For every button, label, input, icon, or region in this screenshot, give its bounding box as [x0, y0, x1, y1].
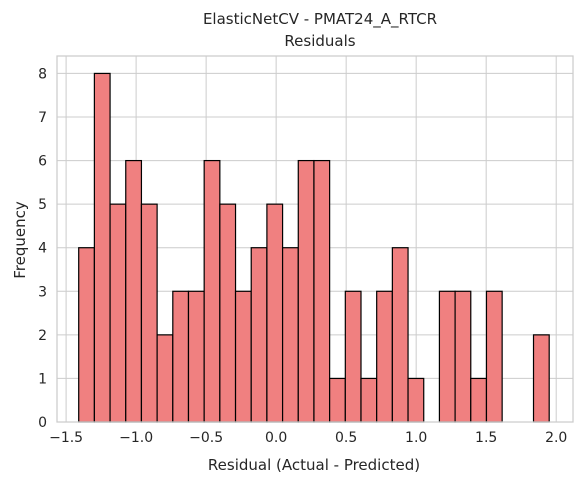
- histogram-bar: [172, 290, 190, 423]
- y-tick-label: 1: [38, 371, 47, 387]
- histogram-bar: [407, 377, 425, 423]
- histogram-bar: [470, 377, 488, 423]
- x-tick-label: −0.5: [189, 430, 223, 446]
- histogram-bar: [297, 159, 315, 423]
- y-tick-label: 3: [38, 284, 47, 300]
- x-tick-label: −1.0: [119, 430, 153, 446]
- histogram-bar: [438, 290, 456, 423]
- x-tick-label: 2.0: [545, 430, 567, 446]
- y-tick-label: 6: [38, 154, 47, 170]
- x-tick-labels: −1.5 −1.0 −0.5 0.0 0.5 1.0 1.5 2.0: [49, 430, 567, 446]
- histogram-bar: [156, 334, 174, 423]
- histogram-bar: [140, 203, 158, 423]
- histogram-bar: [313, 159, 331, 423]
- chart-subtitle: Residuals: [284, 32, 355, 50]
- x-tick-label: 0.5: [335, 430, 357, 446]
- histogram-bar: [329, 377, 346, 423]
- histogram-bar: [250, 247, 268, 423]
- histogram-bar: [78, 247, 95, 423]
- histogram-bar: [219, 203, 237, 423]
- y-tick-label: 7: [38, 110, 47, 126]
- histogram-bar: [485, 290, 503, 423]
- histogram-bar: [266, 203, 284, 423]
- x-axis-label: Residual (Actual - Predicted): [208, 456, 420, 474]
- histogram-bar: [281, 247, 299, 423]
- histogram-bar: [391, 247, 409, 423]
- histogram-bar: [93, 72, 111, 423]
- histogram-bar: [360, 377, 378, 423]
- x-tick-label: 1.0: [405, 430, 427, 446]
- y-tick-label: 2: [38, 328, 47, 344]
- y-tick-labels: 0 1 2 3 4 5 6 7 8: [38, 66, 47, 431]
- x-tick-label: 1.5: [475, 430, 497, 446]
- histogram-bar: [454, 290, 472, 423]
- histogram-bar: [203, 159, 221, 423]
- histogram-bar: [125, 159, 143, 423]
- histogram-bar: [109, 203, 127, 423]
- y-tick-label: 0: [38, 415, 47, 431]
- histogram-bar: [234, 290, 252, 423]
- y-axis-label: Frequency: [11, 201, 29, 279]
- histogram-bar: [344, 290, 362, 423]
- chart-title: ElasticNetCV - PMAT24_A_RTCR: [203, 10, 437, 29]
- histogram-bar: [532, 334, 550, 423]
- plot-frame: [56, 55, 574, 423]
- x-tick-label: 0.0: [265, 430, 287, 446]
- y-tick-label: 4: [38, 241, 47, 257]
- histogram-bar: [187, 290, 205, 423]
- x-tick-label: −1.5: [49, 430, 83, 446]
- y-tick-label: 8: [38, 66, 47, 82]
- y-tick-label: 5: [38, 197, 47, 213]
- histogram-bar: [376, 290, 393, 423]
